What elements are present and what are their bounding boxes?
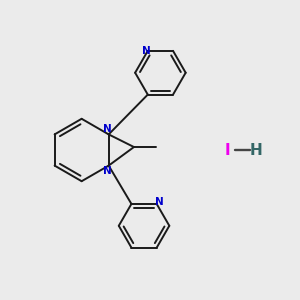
Text: N: N: [155, 197, 164, 207]
Text: I: I: [224, 142, 230, 158]
Text: N: N: [142, 46, 151, 56]
Text: H: H: [249, 142, 262, 158]
Text: N: N: [103, 166, 112, 176]
Text: N: N: [103, 124, 112, 134]
